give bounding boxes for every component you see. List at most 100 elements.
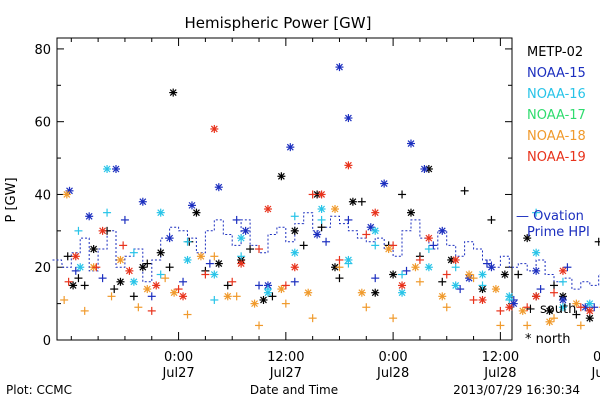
noaa-19-south-point <box>362 230 371 239</box>
legend-ovation-line2: Prime HPI <box>527 225 590 240</box>
noaa-18-south-point <box>107 292 116 301</box>
x-axis-label: Date and Time <box>250 383 338 397</box>
noaa-15-north-point <box>138 197 147 206</box>
noaa-15-north-point <box>344 114 353 123</box>
noaa-19-south-point <box>415 255 424 264</box>
legend-item-noaa-17: NOAA-17 <box>527 108 586 123</box>
noaa-19-north-point <box>179 292 188 301</box>
metp-02-south-point <box>165 263 174 272</box>
noaa-18-north-point <box>411 263 420 272</box>
noaa-15-south-point <box>179 277 188 286</box>
metp-02-north-point <box>192 208 201 217</box>
noaa-18-north-point <box>277 285 286 294</box>
legend-marker-north: * north <box>525 332 571 347</box>
metp-02-south-point <box>438 277 447 286</box>
noaa-19-south-point <box>389 241 398 250</box>
metp-02-south-point <box>299 241 308 250</box>
noaa-19-north-point <box>371 208 380 217</box>
noaa-18-north-point <box>223 292 232 301</box>
metp-02-north-point <box>259 295 268 304</box>
noaa-16-north-point <box>156 208 165 217</box>
legend-item-noaa-16: NOAA-16 <box>527 87 586 102</box>
metp-02-south-point <box>80 281 89 290</box>
noaa-18-south-point <box>469 274 478 283</box>
noaa-16-south-point <box>210 295 219 304</box>
y-tick-label: 40 <box>34 188 51 203</box>
noaa-15-north-point <box>187 201 196 210</box>
noaa-15-north-point <box>406 139 415 148</box>
noaa-18-south-point <box>255 321 264 330</box>
noaa-15-north-point <box>487 263 496 272</box>
metp-02-south-point <box>143 259 152 268</box>
noaa-18-north-point <box>357 288 366 297</box>
noaa-15-south-point <box>232 215 241 224</box>
noaa-15-south-point <box>536 285 545 294</box>
noaa-15-north-point <box>438 226 447 235</box>
noaa-15-north-point <box>313 230 322 239</box>
x-tick-time-label: 12:00 <box>267 350 304 365</box>
noaa-15-north-point <box>214 183 223 192</box>
noaa-19-north-point <box>125 266 134 275</box>
noaa-18-south-point <box>389 314 398 323</box>
metp-02-south-point <box>398 190 407 199</box>
noaa-18-south-point <box>232 292 241 301</box>
noaa-16-south-point <box>317 215 326 224</box>
metp-02-south-point <box>514 270 523 279</box>
y-tick-label: 60 <box>34 116 51 131</box>
ovation-prime-hpi-line <box>52 212 600 290</box>
noaa-18-south-point <box>523 321 532 330</box>
noaa-16-north-point <box>103 164 112 173</box>
noaa-19-south-point <box>92 263 101 272</box>
metp-02-north-point <box>290 226 299 235</box>
noaa-18-south-point <box>335 263 344 272</box>
noaa-19-south-point <box>523 303 532 312</box>
metp-02-north-point <box>500 270 509 279</box>
noaa-16-north-point <box>398 288 407 297</box>
noaa-19-south-point <box>174 285 183 294</box>
noaa-18-south-point <box>576 321 585 330</box>
metp-02-south-point <box>74 274 83 283</box>
noaa-19-north-point <box>210 124 219 133</box>
metp-02-north-point <box>89 245 98 254</box>
noaa-15-south-point <box>255 281 264 290</box>
noaa-19-north-point <box>98 226 107 235</box>
noaa-19-south-point <box>469 295 478 304</box>
noaa-15-north-point <box>165 234 174 243</box>
noaa-16-north-point <box>478 270 487 279</box>
noaa-16-north-point <box>237 234 246 243</box>
noaa-15-south-point <box>147 292 156 301</box>
metp-02-north-point <box>585 314 594 323</box>
noaa-15-south-point <box>205 259 214 268</box>
metp-02-south-point <box>572 310 581 319</box>
noaa-16-south-point <box>532 208 541 217</box>
noaa-18-north-point <box>170 288 179 297</box>
metp-02-south-point <box>357 197 366 206</box>
noaa-19-north-point <box>152 281 161 290</box>
x-tick-date-label: Jul27 <box>161 366 194 381</box>
noaa-19-south-point <box>496 306 505 315</box>
noaa-19-south-point <box>335 255 344 264</box>
noaa-19-north-point <box>344 161 353 170</box>
noaa-16-north-point <box>290 248 299 257</box>
y-axis-label: P [GW] <box>4 177 19 222</box>
noaa-16-north-point <box>344 255 353 264</box>
noaa-15-north-point <box>509 299 518 308</box>
noaa-18-south-point <box>308 314 317 323</box>
noaa-19-south-point <box>576 303 585 312</box>
noaa-19-north-point <box>317 190 326 199</box>
metp-02-north-point <box>371 288 380 297</box>
noaa-18-north-point <box>143 285 152 294</box>
x-tick-time-label: 0:00 <box>379 350 408 365</box>
noaa-16-south-point <box>183 237 192 246</box>
noaa-16-north-point <box>424 263 433 272</box>
noaa-15-north-point <box>420 164 429 173</box>
noaa-16-north-point <box>451 281 460 290</box>
noaa-15-south-point <box>71 266 80 275</box>
metp-02-south-point <box>335 274 344 283</box>
x-tick-time-label: 0:00 <box>164 350 193 365</box>
noaa-19-south-point <box>201 270 210 279</box>
metp-02-north-point <box>156 248 165 257</box>
metp-02-south-point <box>317 223 326 232</box>
noaa-16-north-point <box>585 299 594 308</box>
noaa-19-south-point <box>64 277 73 286</box>
